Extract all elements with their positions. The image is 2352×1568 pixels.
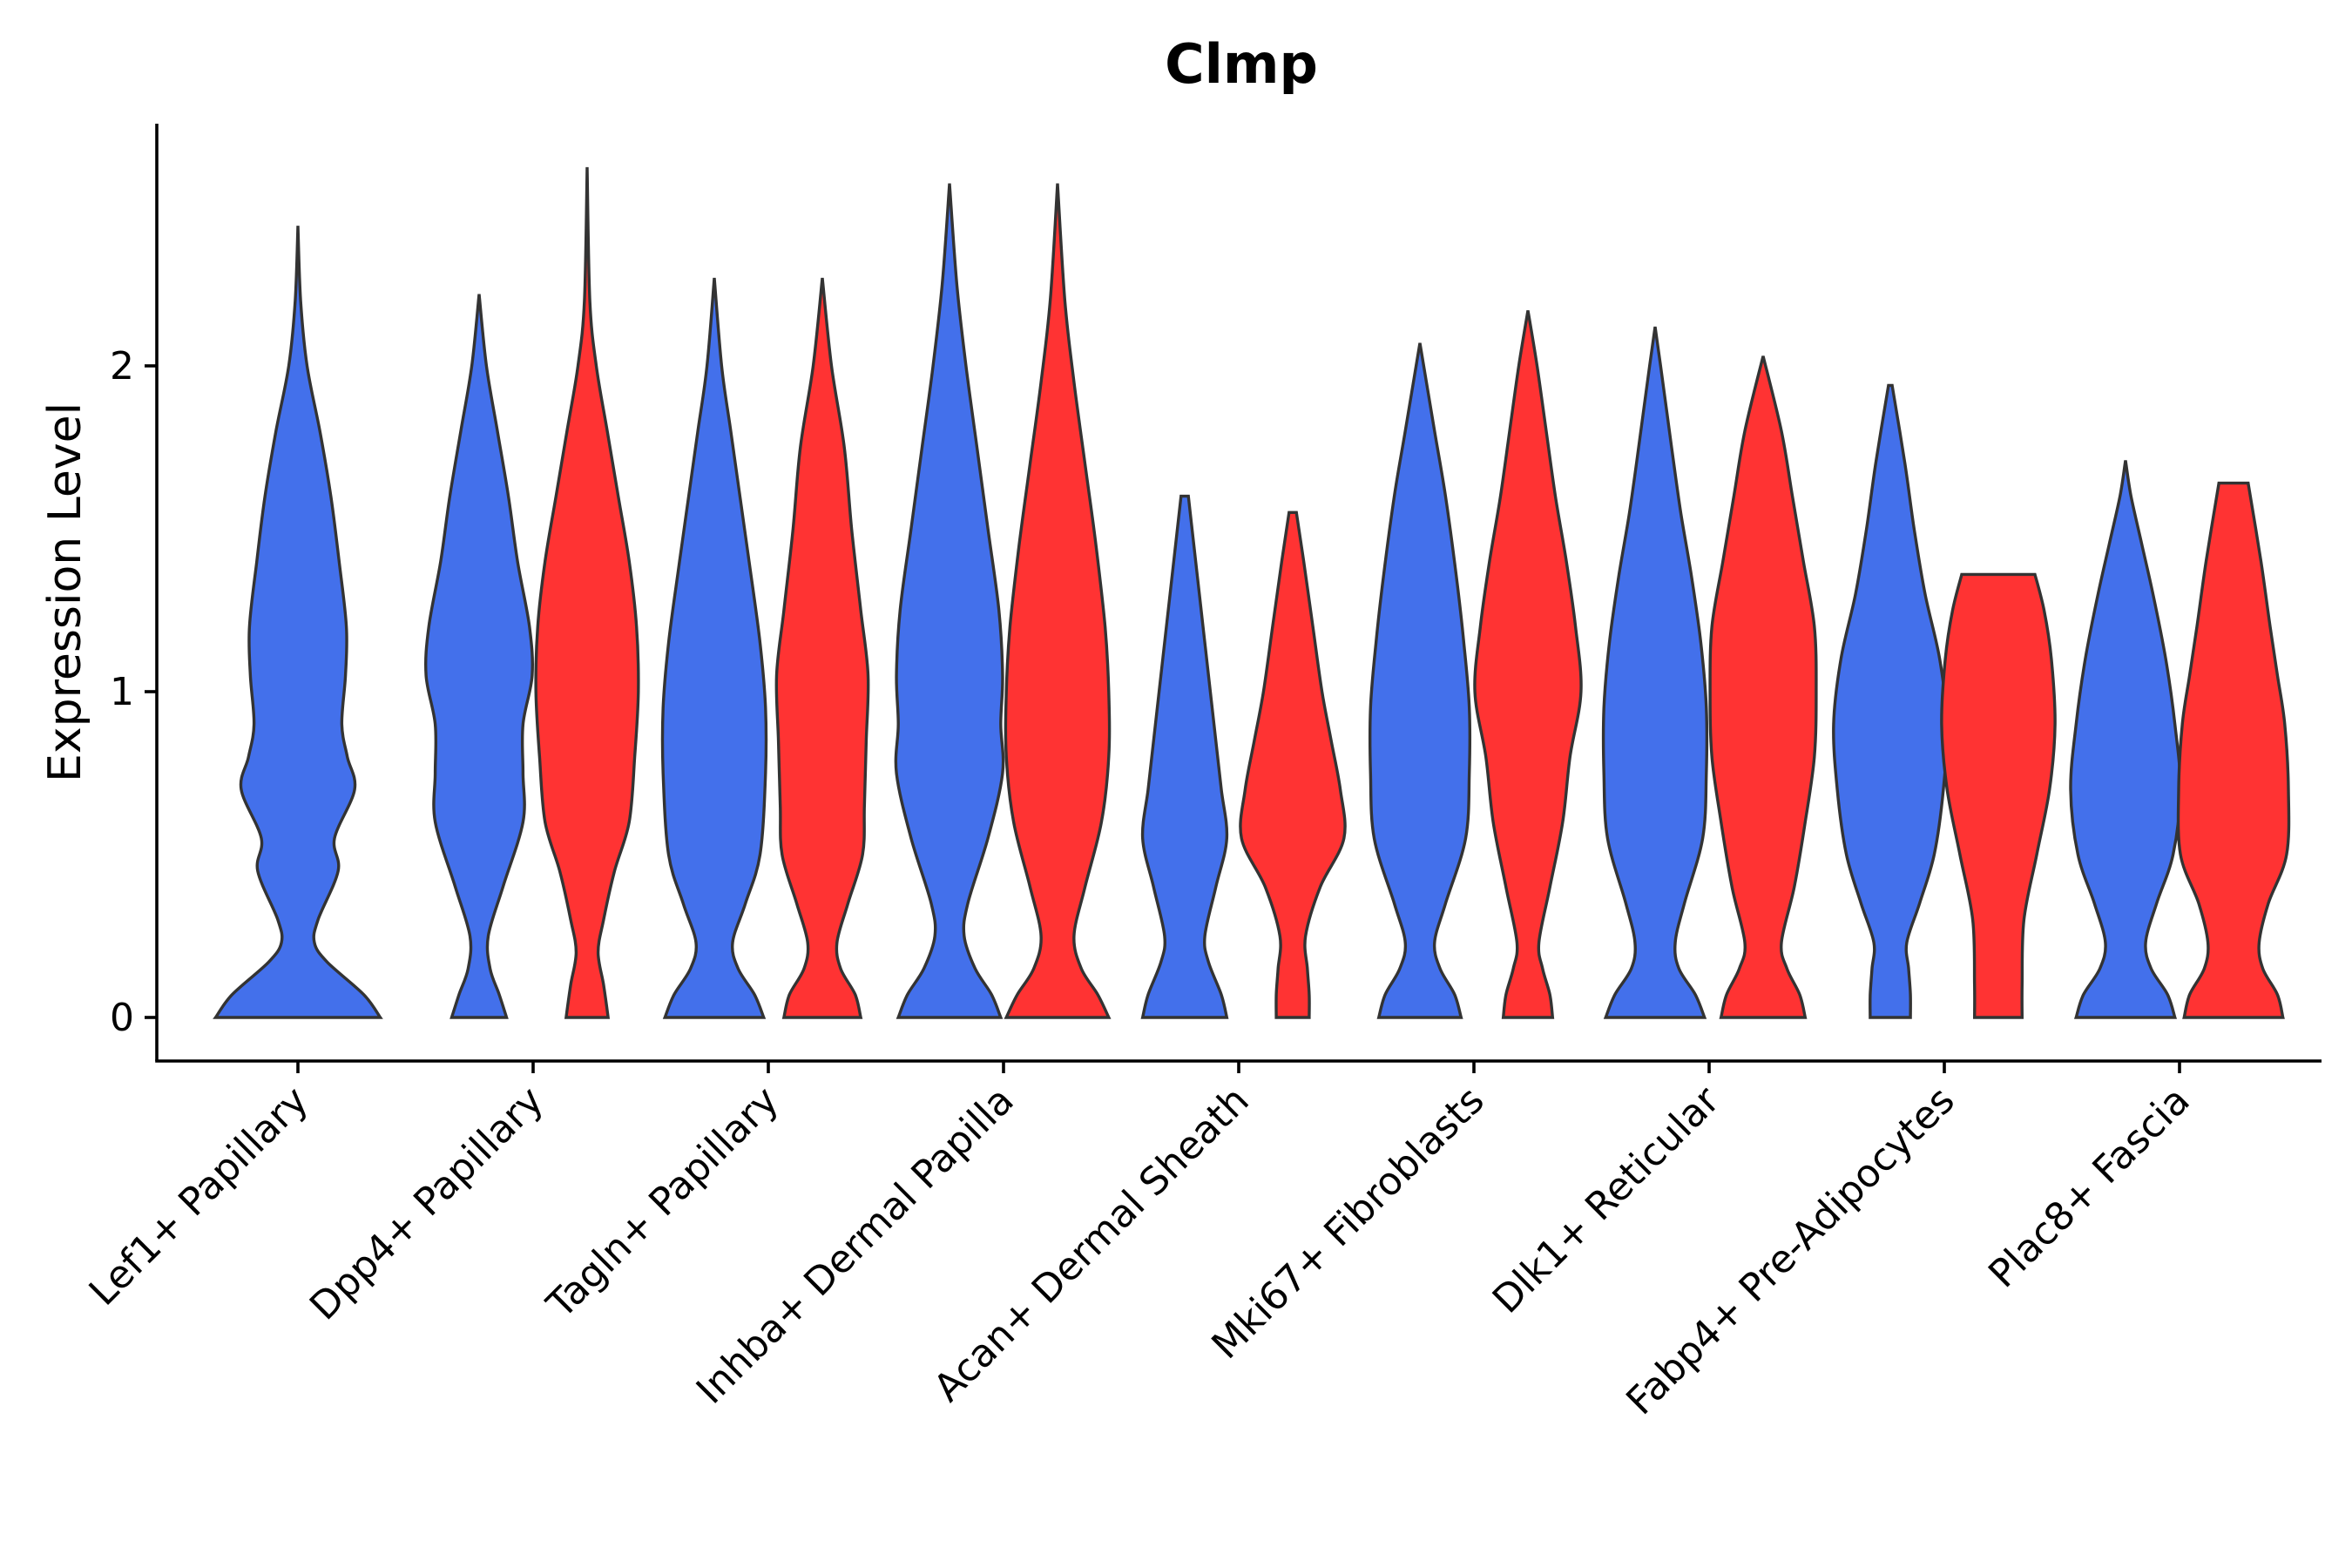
violin-dpp4-papillary-red [534,166,640,1019]
violin-plac8-fascia-blue [2069,460,2182,1019]
violin-tagln-papillary-blue [660,277,768,1019]
violin-acan-dermal-sheath-red [1239,510,1347,1019]
x-tick-label: Dpp4+ Papillary [301,1078,552,1329]
y-tick-label: 0 [110,996,134,1040]
violin-mki67-fibroblasts-blue [1368,342,1472,1019]
violin-acan-dermal-sheath-blue [1140,494,1229,1019]
x-tick-label: Dlk1+ Reticular [1484,1078,1729,1322]
violin-inhba-dermal-papilla-blue [894,183,1005,1019]
x-tick-label: Tagln+ Papillary [538,1078,787,1328]
x-tick-label: Plac8+ Fascia [1980,1078,2199,1297]
violin-dlk1-reticular-blue [1601,326,1709,1019]
y-tick-label: 2 [110,344,134,389]
violin-tagln-papillary-red [774,277,870,1019]
violin-fabp4-pre-adipocytes-blue [1832,383,1949,1019]
y-axis-label: Expression Level [39,402,91,782]
violin-lef1-papillary-blue [213,226,383,1019]
violin-plac8-fascia-red [2176,481,2291,1019]
chart-title: Clmp [1165,32,1318,96]
violin-fabp4-pre-adipocytes-red [1940,572,2057,1019]
violins-group [213,166,2291,1019]
x-tick-label: Mki67+ Fibroblasts [1203,1078,1492,1368]
violin-dpp4-papillary-blue [423,294,535,1019]
x-tick-label: Lef1+ Papillary [81,1078,317,1315]
violin-dlk1-reticular-red [1708,355,1818,1019]
violin-inhba-dermal-papilla-red [1004,183,1112,1019]
y-tick-label: 1 [110,670,134,714]
violin-mki67-fibroblasts-red [1473,310,1583,1019]
